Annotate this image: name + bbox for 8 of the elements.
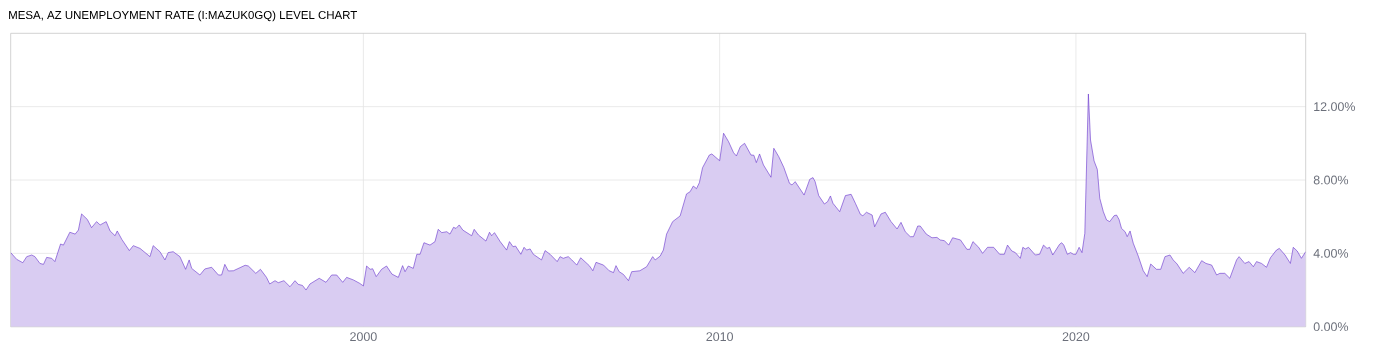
- y-tick-label: 8.00%: [1313, 175, 1349, 185]
- y-tick-label: 0.00%: [1313, 322, 1349, 332]
- x-tick-label: 2020: [1062, 332, 1090, 342]
- x-tick-label: 2010: [706, 332, 734, 342]
- x-tick-label: 2000: [350, 332, 377, 342]
- y-tick-label: 4.00%: [1313, 248, 1349, 258]
- chart-title: MESA, AZ UNEMPLOYMENT RATE (I:MAZUK0GQ) LEVEL CHART: [9, 10, 358, 22]
- y-tick-label: 12.00%: [1314, 102, 1355, 112]
